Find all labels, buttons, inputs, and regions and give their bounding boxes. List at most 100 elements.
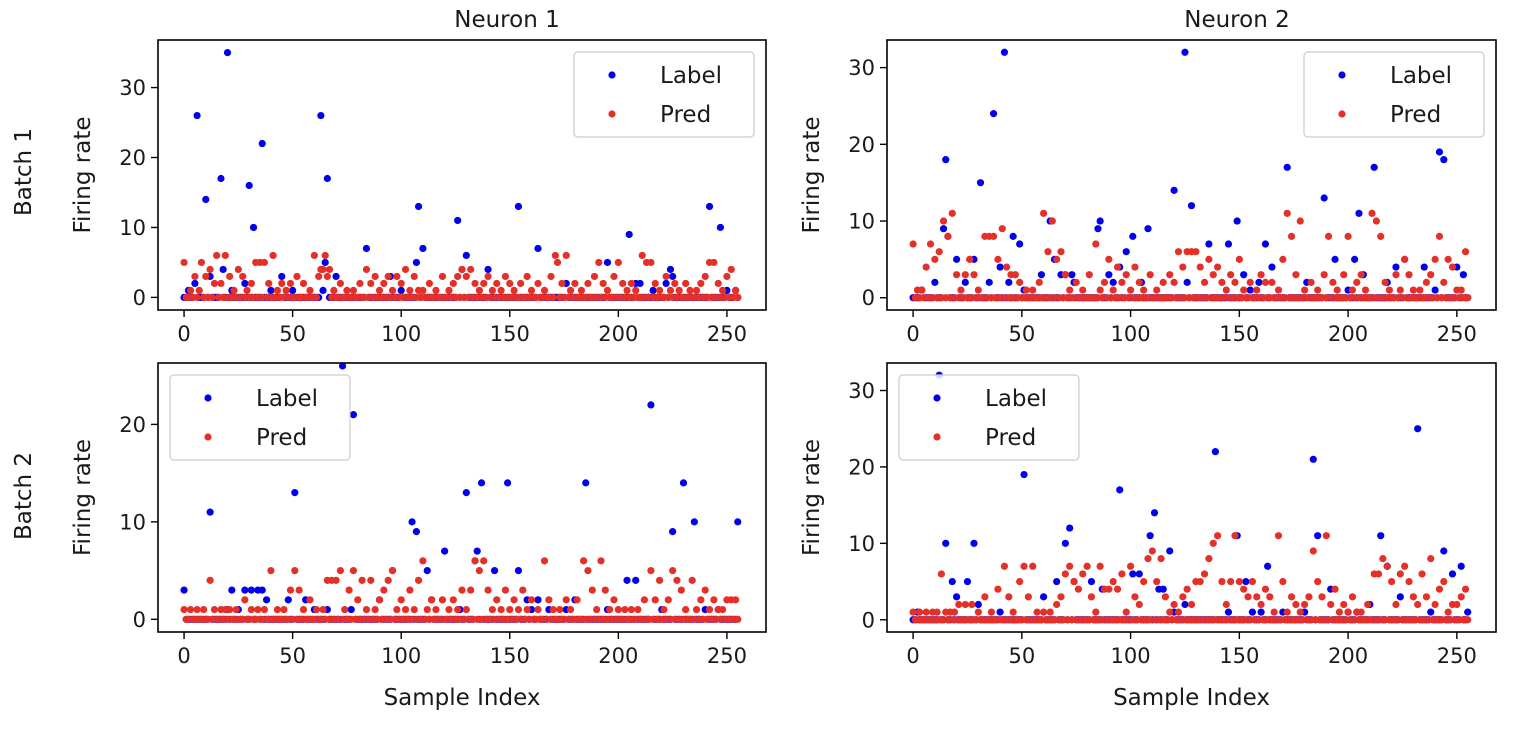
data-point-pred (1440, 577, 1448, 586)
data-point-pred (1174, 248, 1183, 256)
data-point-pred (1464, 294, 1472, 302)
data-point-label (1068, 271, 1076, 279)
data-point-pred (1274, 286, 1283, 294)
data-point-pred (206, 265, 214, 274)
data-point-pred (671, 279, 679, 288)
data-point-pred (660, 605, 668, 614)
data-point-pred (384, 272, 392, 281)
data-point-pred (1461, 585, 1470, 593)
data-point-label (317, 111, 325, 120)
data-point-pred (273, 605, 282, 614)
data-point-label (514, 567, 523, 575)
data-point-label (931, 278, 939, 286)
data-point-pred (968, 600, 976, 609)
data-point-label (1224, 240, 1233, 248)
data-point-label (1122, 248, 1130, 256)
data-point-pred (1457, 286, 1465, 294)
data-point-pred (957, 286, 965, 294)
data-point-pred (454, 605, 462, 614)
data-point-label (1331, 255, 1339, 263)
data-point-label (347, 605, 355, 614)
data-point-pred (1044, 248, 1052, 256)
data-point-pred (909, 608, 917, 616)
data-point-pred (1309, 547, 1317, 555)
data-point-pred (269, 251, 277, 260)
data-point-pred (1440, 278, 1448, 286)
data-point-label (534, 244, 542, 253)
data-point-pred (280, 605, 288, 614)
data-point-label (963, 577, 972, 586)
data-point-pred (534, 605, 542, 614)
data-point-pred (1122, 608, 1130, 616)
data-point-pred (614, 258, 622, 267)
data-point-label (219, 265, 227, 274)
data-point-pred (1405, 577, 1413, 586)
data-point-pred (606, 605, 614, 614)
data-point-label (996, 608, 1004, 616)
data-point-pred (1248, 577, 1256, 586)
data-point-pred (278, 279, 286, 288)
data-point-pred (1192, 248, 1200, 256)
data-point-pred (1174, 608, 1183, 616)
data-point-label (1257, 608, 1265, 616)
data-point-pred (1053, 600, 1061, 609)
data-point-pred (632, 286, 640, 295)
data-point-pred (727, 265, 735, 274)
data-point-pred (1066, 286, 1074, 294)
data-point-pred (1144, 555, 1152, 563)
data-point-label (423, 567, 431, 575)
data-point-pred (1218, 577, 1226, 586)
data-point-pred (619, 279, 627, 288)
data-point-pred (438, 596, 447, 604)
data-point-pred (367, 279, 375, 288)
data-point-pred (1344, 232, 1352, 240)
data-point-pred (1016, 278, 1024, 286)
data-point-pred (323, 272, 331, 281)
data-point-pred (1329, 278, 1337, 286)
data-point-pred (1340, 271, 1348, 279)
data-point-pred (1372, 217, 1380, 225)
data-point-pred (1435, 585, 1444, 593)
data-point-label (679, 479, 688, 487)
data-point-label (1040, 593, 1048, 601)
data-point-pred (1009, 608, 1017, 616)
data-point-label (1396, 593, 1404, 601)
data-point-pred (358, 576, 366, 584)
data-point-pred (1257, 271, 1265, 279)
data-point-pred (1324, 232, 1333, 240)
data-point-pred (1146, 271, 1154, 279)
data-point-pred (286, 586, 295, 594)
data-point-pred (501, 586, 510, 594)
data-point-pred (1159, 278, 1167, 286)
data-point-pred (580, 557, 588, 565)
data-point-pred (1153, 286, 1161, 294)
data-point-pred (1222, 600, 1230, 609)
data-point-pred (1427, 271, 1435, 279)
data-point-label (419, 244, 427, 253)
data-point-label (985, 278, 993, 286)
data-point-pred (397, 596, 405, 604)
y-tick-label: 0 (862, 608, 875, 632)
data-point-pred (1016, 577, 1024, 586)
data-point-pred (349, 286, 358, 295)
data-point-pred (1003, 263, 1011, 271)
data-point-pred (981, 593, 989, 601)
data-point-pred (1135, 600, 1143, 609)
data-point-label (278, 272, 286, 281)
data-point-label (970, 539, 978, 547)
y-tick-label: 20 (848, 455, 875, 479)
data-point-pred (295, 586, 303, 594)
data-point-pred (718, 605, 727, 614)
data-point-pred (627, 279, 635, 288)
data-point-pred (1448, 263, 1457, 271)
data-point-pred (1392, 600, 1400, 609)
data-point-pred (1024, 593, 1032, 601)
data-point-label (1320, 194, 1328, 202)
x-tick-label: 0 (177, 644, 190, 668)
data-point-pred (1209, 271, 1217, 279)
legend-box (169, 374, 351, 461)
data-point-pred (994, 585, 1002, 593)
data-point-pred (510, 286, 518, 295)
data-point-pred (423, 605, 431, 614)
x-tick-label: 0 (906, 322, 919, 346)
